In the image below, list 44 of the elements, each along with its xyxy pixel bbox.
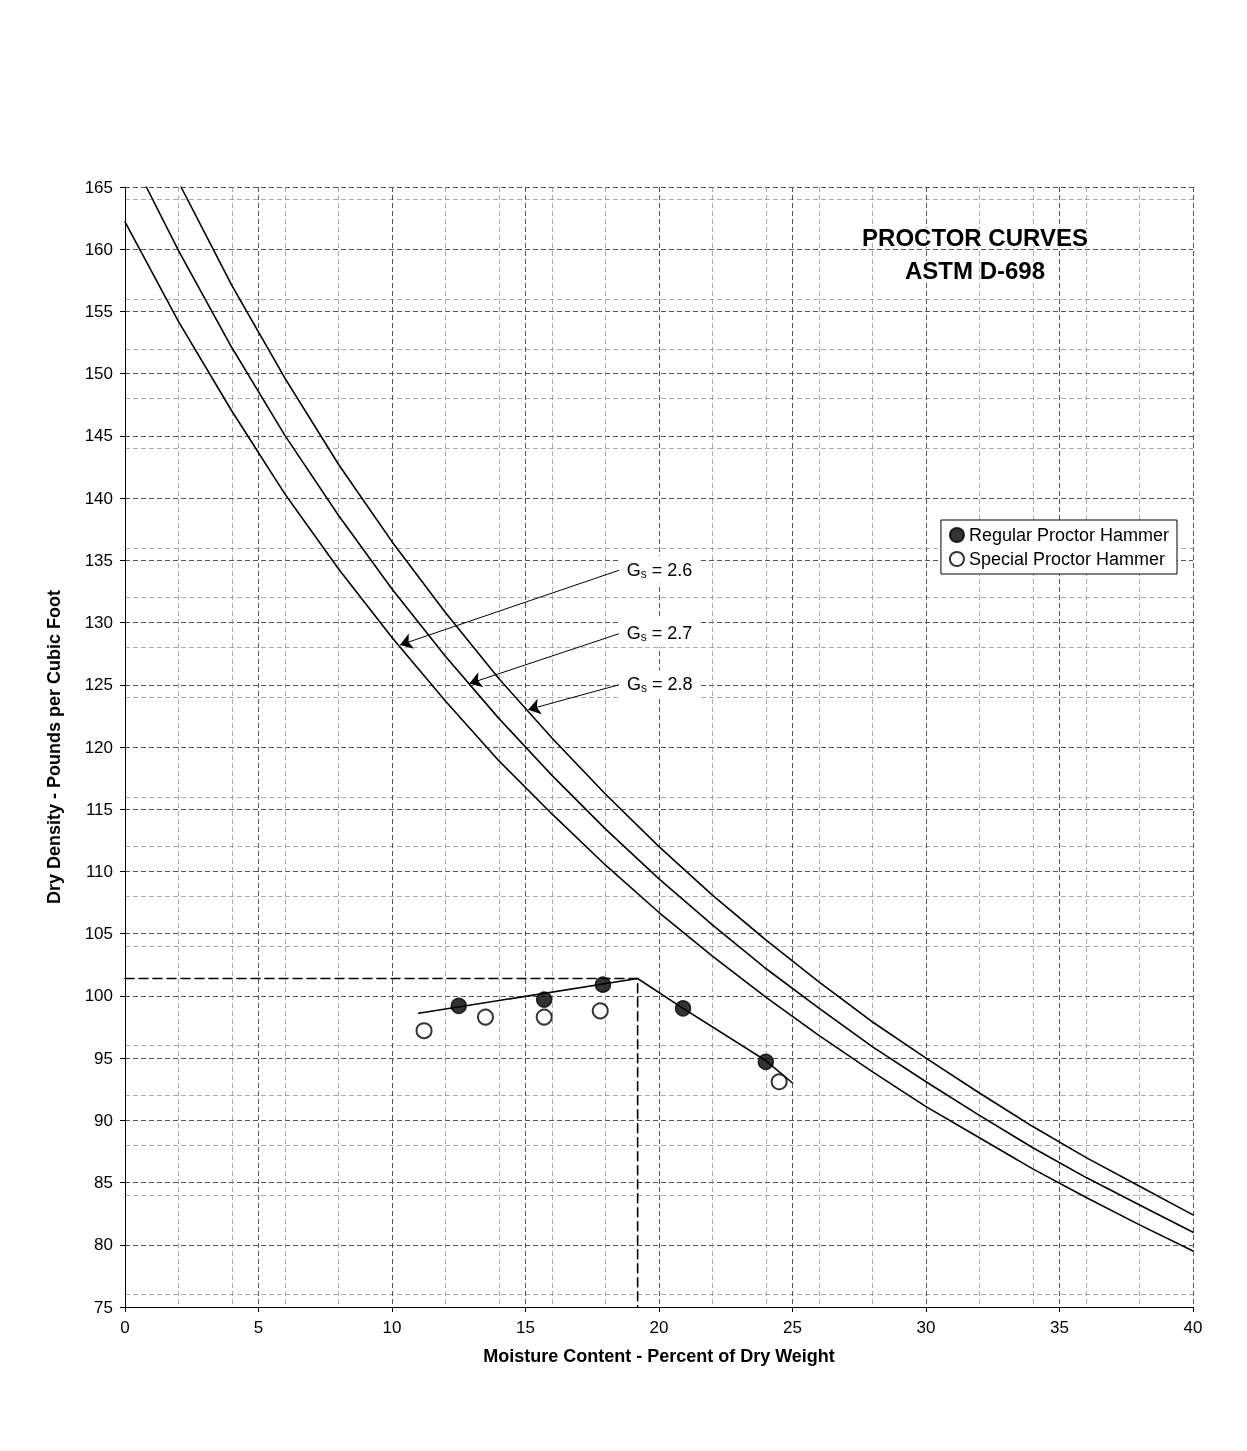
y-tick-label: 150 — [84, 364, 113, 384]
y-tick-label: 155 — [84, 301, 113, 321]
y-tick-label: 160 — [84, 239, 113, 259]
y-tick-label: 105 — [84, 924, 113, 944]
y-tick-label: 165 — [84, 177, 113, 197]
y-tick-label: 120 — [84, 737, 113, 757]
y-tick-label: 90 — [94, 1110, 113, 1130]
point — [591, 1002, 609, 1020]
y-axis-title: Dry Density - Pounds per Cubic Foot — [44, 589, 64, 905]
y-tick-label: 80 — [94, 1235, 113, 1255]
legend-label: Regular Proctor Hammer — [968, 525, 1170, 545]
y-tick-label: 115 — [85, 799, 113, 819]
text: PROCTOR CURVES — [862, 223, 1088, 251]
y-tick-label: 110 — [85, 861, 113, 881]
x-tick-label: 40 — [1183, 1318, 1203, 1337]
y-tick-label: 125 — [84, 675, 113, 695]
x-tick-label: 15 — [516, 1318, 535, 1337]
point — [770, 1073, 788, 1091]
point — [476, 1008, 494, 1026]
point — [415, 1022, 433, 1040]
x-tick-label: 35 — [1050, 1318, 1069, 1337]
y-tick-label: 75 — [94, 1297, 113, 1317]
y-tick-label: 140 — [84, 488, 113, 508]
legend-label: Special Proctor Hammer — [968, 549, 1166, 569]
text: ASTM D-698 — [904, 256, 1046, 284]
x-tick-label: 0 — [120, 1318, 130, 1337]
x-axis-title: Moisture Content - Percent of Dry Weight — [483, 1346, 835, 1366]
point — [757, 1053, 775, 1071]
y-tick-label: 100 — [84, 986, 113, 1006]
point — [535, 991, 553, 1008]
y-tick-label: 135 — [84, 550, 113, 570]
y-tick-label: 130 — [84, 613, 113, 633]
x-tick-label: 5 — [253, 1318, 264, 1337]
y-tick-label: 145 — [84, 426, 113, 446]
x-tick-label: 25 — [783, 1318, 802, 1337]
y-tick-label: 85 — [94, 1173, 113, 1193]
point — [594, 976, 612, 993]
x-tick-label: 20 — [649, 1318, 669, 1337]
point — [674, 1000, 692, 1017]
point — [535, 1008, 553, 1026]
y-tick-label: 95 — [94, 1048, 113, 1068]
point — [450, 997, 467, 1015]
x-tick-label: 30 — [916, 1318, 936, 1337]
x-tick-label: 10 — [382, 1318, 402, 1337]
